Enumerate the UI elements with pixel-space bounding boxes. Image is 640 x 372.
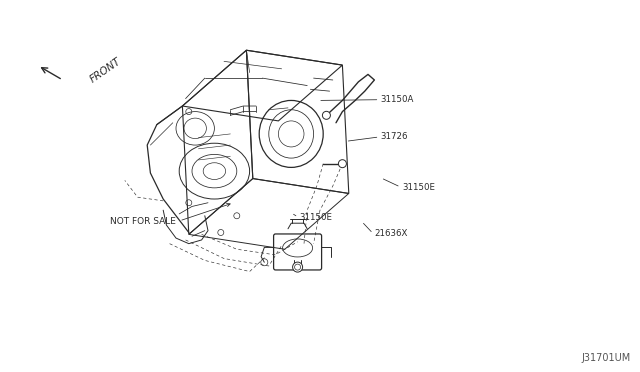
Text: FRONT: FRONT <box>88 57 123 85</box>
Circle shape <box>292 262 303 272</box>
Text: 21636X: 21636X <box>374 229 408 238</box>
Text: NOT FOR SALE: NOT FOR SALE <box>110 217 176 226</box>
Text: 31150E: 31150E <box>402 183 435 192</box>
Circle shape <box>323 111 330 119</box>
Text: 31150E: 31150E <box>300 213 333 222</box>
Circle shape <box>339 160 346 168</box>
Text: 31150A: 31150A <box>381 95 414 104</box>
Text: J31701UM: J31701UM <box>581 353 630 363</box>
Text: 31726: 31726 <box>381 132 408 141</box>
